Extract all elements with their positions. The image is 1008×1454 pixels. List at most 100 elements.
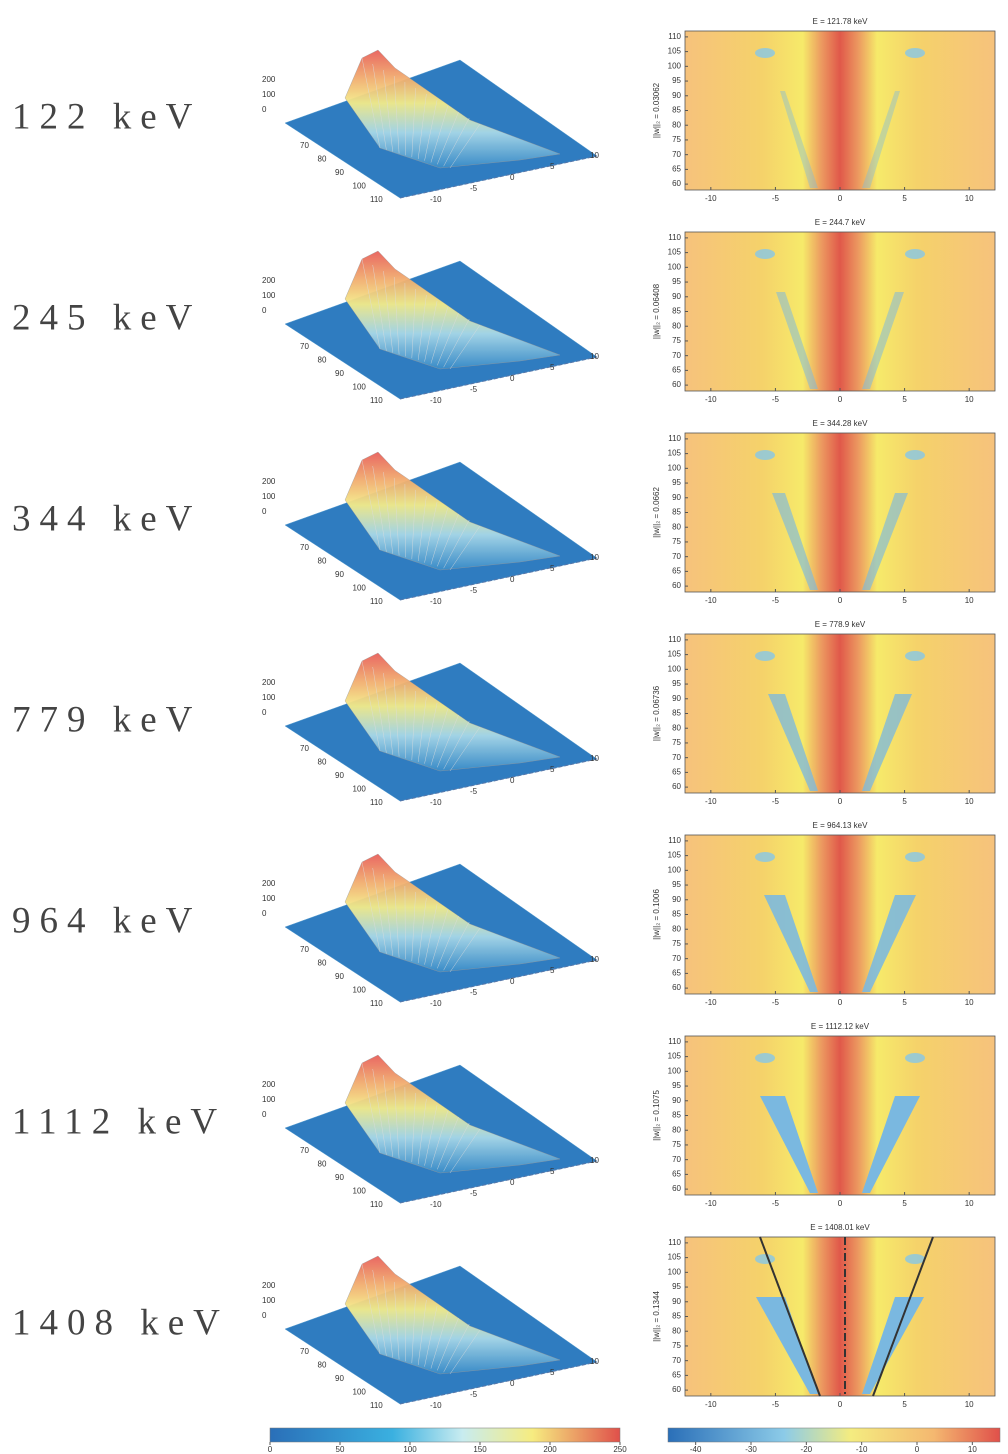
y-tick-label: 75 <box>672 1341 681 1350</box>
x-tick-label: 10 <box>590 754 599 763</box>
surface-mesh <box>424 903 438 965</box>
z-tick-label: 100 <box>262 1296 276 1305</box>
surface-mesh <box>404 1086 406 1161</box>
y-tick-label: 110 <box>668 836 681 845</box>
y-tick-label: 90 <box>335 771 344 780</box>
y-tick-label: 95 <box>672 478 681 487</box>
x-tick-label: 0 <box>510 374 515 383</box>
x-tick-label: 5 <box>902 998 907 1007</box>
energy-label: 779 keV <box>12 699 201 740</box>
feature <box>756 1297 818 1394</box>
y-tick-label: 60 <box>672 1184 681 1193</box>
surface-mesh <box>443 117 470 167</box>
heatmap <box>684 834 996 995</box>
x-tick-label: 0 <box>838 194 843 203</box>
x-tick-label: 10 <box>590 151 599 160</box>
y-tick-label: 95 <box>672 1282 681 1291</box>
y-tick-label: 70 <box>672 753 681 762</box>
heatmap <box>684 1236 996 1397</box>
y-tick-label: 80 <box>672 1326 681 1335</box>
y-tick-label: 65 <box>672 566 681 575</box>
surface-mesh <box>449 1128 481 1174</box>
feature <box>755 249 775 259</box>
y-tick-label: 70 <box>300 342 309 351</box>
heatmap <box>684 231 996 392</box>
x-tick-label: 5 <box>550 1368 555 1377</box>
colorbar-tick-label: 0 <box>268 1445 273 1454</box>
y-tick-label: 100 <box>353 1388 367 1397</box>
y-tick-label: 105 <box>668 248 682 257</box>
y-tick-label: 75 <box>672 1140 681 1149</box>
feature <box>905 450 925 460</box>
heatmap <box>684 633 996 794</box>
surface-mesh <box>443 921 470 971</box>
surface-mesh <box>449 123 481 169</box>
y-tick-label: 85 <box>672 910 681 919</box>
feature <box>755 450 775 460</box>
feature <box>776 292 818 389</box>
x-tick-label: 0 <box>510 173 515 182</box>
heatmap-ylabel: ||w||₂ = 0.06736 <box>652 685 661 741</box>
heatmap <box>684 432 996 593</box>
surface-mesh <box>404 885 406 960</box>
axis-line <box>399 1160 598 1204</box>
surface-mesh <box>417 1098 427 1164</box>
surface-mesh <box>393 75 400 154</box>
x-tick-label: 10 <box>590 955 599 964</box>
y-tick-label: 90 <box>672 1096 681 1105</box>
x-tick-label: 0 <box>838 1400 843 1409</box>
y-tick-label: 110 <box>370 999 383 1008</box>
x-tick-label: -10 <box>705 1400 717 1409</box>
y-tick-label: 100 <box>353 584 367 593</box>
y-tick-label: 70 <box>300 945 309 954</box>
y-tick-label: 80 <box>672 723 681 732</box>
surface-mesh <box>404 483 406 558</box>
x-tick-label: -5 <box>772 998 780 1007</box>
heatmap <box>684 30 996 191</box>
feature <box>862 493 908 590</box>
x-tick-label: -10 <box>705 596 717 605</box>
y-tick-label: 100 <box>353 1187 367 1196</box>
x-tick-label: 5 <box>550 765 555 774</box>
y-tick-label: 75 <box>672 135 681 144</box>
surface-mesh <box>361 258 381 350</box>
x-tick-label: 10 <box>965 596 974 605</box>
axis-line <box>399 155 598 199</box>
feature <box>862 292 904 389</box>
surface-mesh <box>443 318 470 368</box>
y-tick-label: 105 <box>668 851 682 860</box>
y-tick-label: 85 <box>672 709 681 718</box>
z-tick-label: 200 <box>262 276 276 285</box>
y-tick-label: 80 <box>672 120 681 129</box>
surface-mesh <box>372 666 387 753</box>
axis-line <box>399 557 598 601</box>
axis-line <box>399 356 598 400</box>
surface-ridge <box>344 853 561 973</box>
x-tick-label: -10 <box>705 797 717 806</box>
y-tick-label: 80 <box>318 557 327 566</box>
surface-mesh <box>430 105 449 163</box>
x-tick-label: 0 <box>510 575 515 584</box>
surface-ridge <box>344 652 561 772</box>
z-tick-label: 0 <box>262 1110 267 1119</box>
surface-mesh <box>411 87 416 158</box>
x-tick-label: 10 <box>965 1400 974 1409</box>
surface-ridge <box>344 1054 561 1174</box>
surface-mesh <box>372 264 387 351</box>
z-tick-label: 100 <box>262 90 276 99</box>
surface-mesh <box>424 99 438 161</box>
y-tick-label: 95 <box>672 1081 681 1090</box>
y-tick-label: 65 <box>672 1169 681 1178</box>
x-tick-label: 0 <box>510 977 515 986</box>
colorbar <box>269 1427 621 1443</box>
x-tick-label: 5 <box>902 194 907 203</box>
y-tick-label: 90 <box>335 972 344 981</box>
feature <box>905 48 925 58</box>
x-tick-label: -10 <box>430 1200 442 1209</box>
y-tick-label: 70 <box>672 351 681 360</box>
surface-mesh <box>383 1074 393 1157</box>
y-tick-label: 110 <box>668 1238 681 1247</box>
y-tick-label: 70 <box>300 1347 309 1356</box>
z-tick-label: 0 <box>262 909 267 918</box>
surface-mesh <box>443 720 470 770</box>
